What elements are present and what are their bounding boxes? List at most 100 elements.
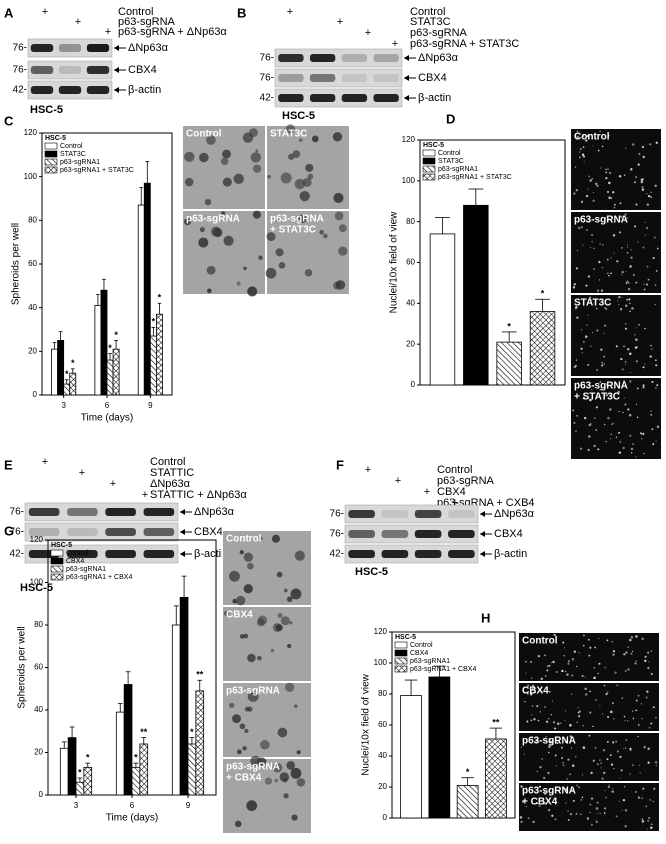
nucleus bbox=[641, 145, 645, 149]
nucleus bbox=[552, 660, 555, 664]
significance-marker: * bbox=[108, 343, 112, 353]
nucleus bbox=[593, 268, 595, 270]
blot-band bbox=[414, 510, 442, 518]
nucleus bbox=[605, 308, 608, 310]
nucleus bbox=[621, 368, 624, 371]
nucleus bbox=[586, 324, 588, 326]
nucleus bbox=[600, 167, 602, 169]
y-tick-label: 80 bbox=[406, 217, 415, 226]
condition-label: p63-sgRNA bbox=[410, 27, 468, 39]
nucleus bbox=[643, 283, 645, 285]
nucleus bbox=[610, 257, 612, 259]
nucleus bbox=[591, 241, 593, 243]
nucleus bbox=[605, 177, 608, 180]
lane-mark: + bbox=[105, 26, 111, 38]
blot-band bbox=[58, 44, 82, 52]
blot-band bbox=[67, 528, 98, 536]
nucleus bbox=[580, 347, 583, 350]
nucleus bbox=[609, 171, 612, 174]
nucleus bbox=[554, 754, 557, 757]
nucleus bbox=[574, 364, 577, 367]
spheroid bbox=[283, 588, 288, 593]
nucleus bbox=[599, 705, 601, 707]
nucleus bbox=[591, 389, 593, 391]
nucleus bbox=[649, 799, 651, 801]
nucleus bbox=[604, 307, 606, 309]
nucleus bbox=[587, 638, 590, 641]
nucleus bbox=[656, 425, 660, 428]
nucleus bbox=[579, 151, 581, 153]
nucleus bbox=[655, 440, 657, 442]
legend-label: Control bbox=[60, 143, 83, 150]
nucleus bbox=[611, 702, 614, 705]
nucleus bbox=[627, 408, 630, 411]
spheroid bbox=[233, 173, 244, 185]
nucleus bbox=[618, 410, 620, 413]
nucleus bbox=[638, 764, 640, 766]
y-tick-label: 20 bbox=[406, 339, 415, 348]
y-axis-label: Nuclei/10x field of view bbox=[389, 211, 400, 313]
nucleus bbox=[620, 296, 622, 298]
nucleus bbox=[612, 653, 615, 656]
nucleus bbox=[642, 386, 645, 389]
protein-label: ΔNp63α bbox=[418, 52, 459, 64]
nucleus bbox=[655, 764, 657, 766]
error-bar bbox=[157, 302, 162, 315]
nucleus bbox=[650, 826, 653, 830]
legend-label: p63-sgRNA1 bbox=[438, 166, 478, 173]
nucleus bbox=[620, 358, 623, 361]
blot-band bbox=[348, 530, 375, 538]
nucleus bbox=[590, 771, 593, 775]
nucleus bbox=[644, 222, 646, 224]
nucleus bbox=[576, 135, 580, 139]
spheroid bbox=[304, 269, 313, 277]
nucleus bbox=[637, 163, 640, 166]
micrograph: Control bbox=[518, 632, 660, 682]
nucleus bbox=[643, 746, 646, 749]
y-tick-label: 0 bbox=[39, 790, 44, 799]
nucleus bbox=[604, 807, 607, 810]
nucleus bbox=[636, 346, 638, 348]
spheroid bbox=[204, 198, 212, 206]
nucleus bbox=[600, 762, 602, 764]
lane-mark: + bbox=[42, 456, 48, 468]
nucleus bbox=[582, 340, 585, 343]
nucleus bbox=[575, 308, 577, 310]
nucleus bbox=[591, 299, 593, 301]
nucleus bbox=[531, 684, 535, 688]
nucleus bbox=[646, 203, 650, 206]
nucleus bbox=[625, 651, 628, 654]
nucleus bbox=[634, 181, 637, 184]
error-bar bbox=[64, 379, 69, 385]
spheroid bbox=[272, 762, 283, 773]
significance-marker: * bbox=[152, 317, 156, 327]
legend-title: HSC-5 bbox=[423, 142, 444, 149]
spheroid bbox=[229, 570, 240, 582]
blot-strip bbox=[344, 504, 479, 524]
nucleus bbox=[650, 650, 653, 652]
nucleus bbox=[648, 817, 651, 819]
nucleus bbox=[567, 818, 570, 821]
legend-label: p63-sgRNA1 + STAT3C bbox=[60, 167, 134, 174]
micrograph-label: STAT3C bbox=[574, 298, 611, 309]
nucleus bbox=[591, 233, 594, 236]
nucleus bbox=[544, 792, 547, 795]
spheroid bbox=[242, 746, 247, 751]
legend-swatch bbox=[50, 549, 64, 557]
size-marker: 42- bbox=[330, 549, 344, 560]
spheroid bbox=[207, 288, 212, 294]
size-marker: 42- bbox=[10, 549, 24, 560]
nucleus bbox=[629, 434, 632, 437]
bar bbox=[171, 624, 181, 796]
nucleus bbox=[655, 141, 658, 144]
nucleus bbox=[650, 823, 653, 826]
spheroid bbox=[198, 237, 209, 248]
nucleus bbox=[635, 709, 638, 712]
nucleus bbox=[608, 784, 610, 786]
bar bbox=[59, 747, 69, 796]
nucleus bbox=[630, 652, 633, 655]
nucleus bbox=[596, 763, 599, 766]
nucleus bbox=[651, 380, 654, 383]
error-bar bbox=[114, 340, 118, 350]
size-marker: 76- bbox=[13, 65, 27, 76]
